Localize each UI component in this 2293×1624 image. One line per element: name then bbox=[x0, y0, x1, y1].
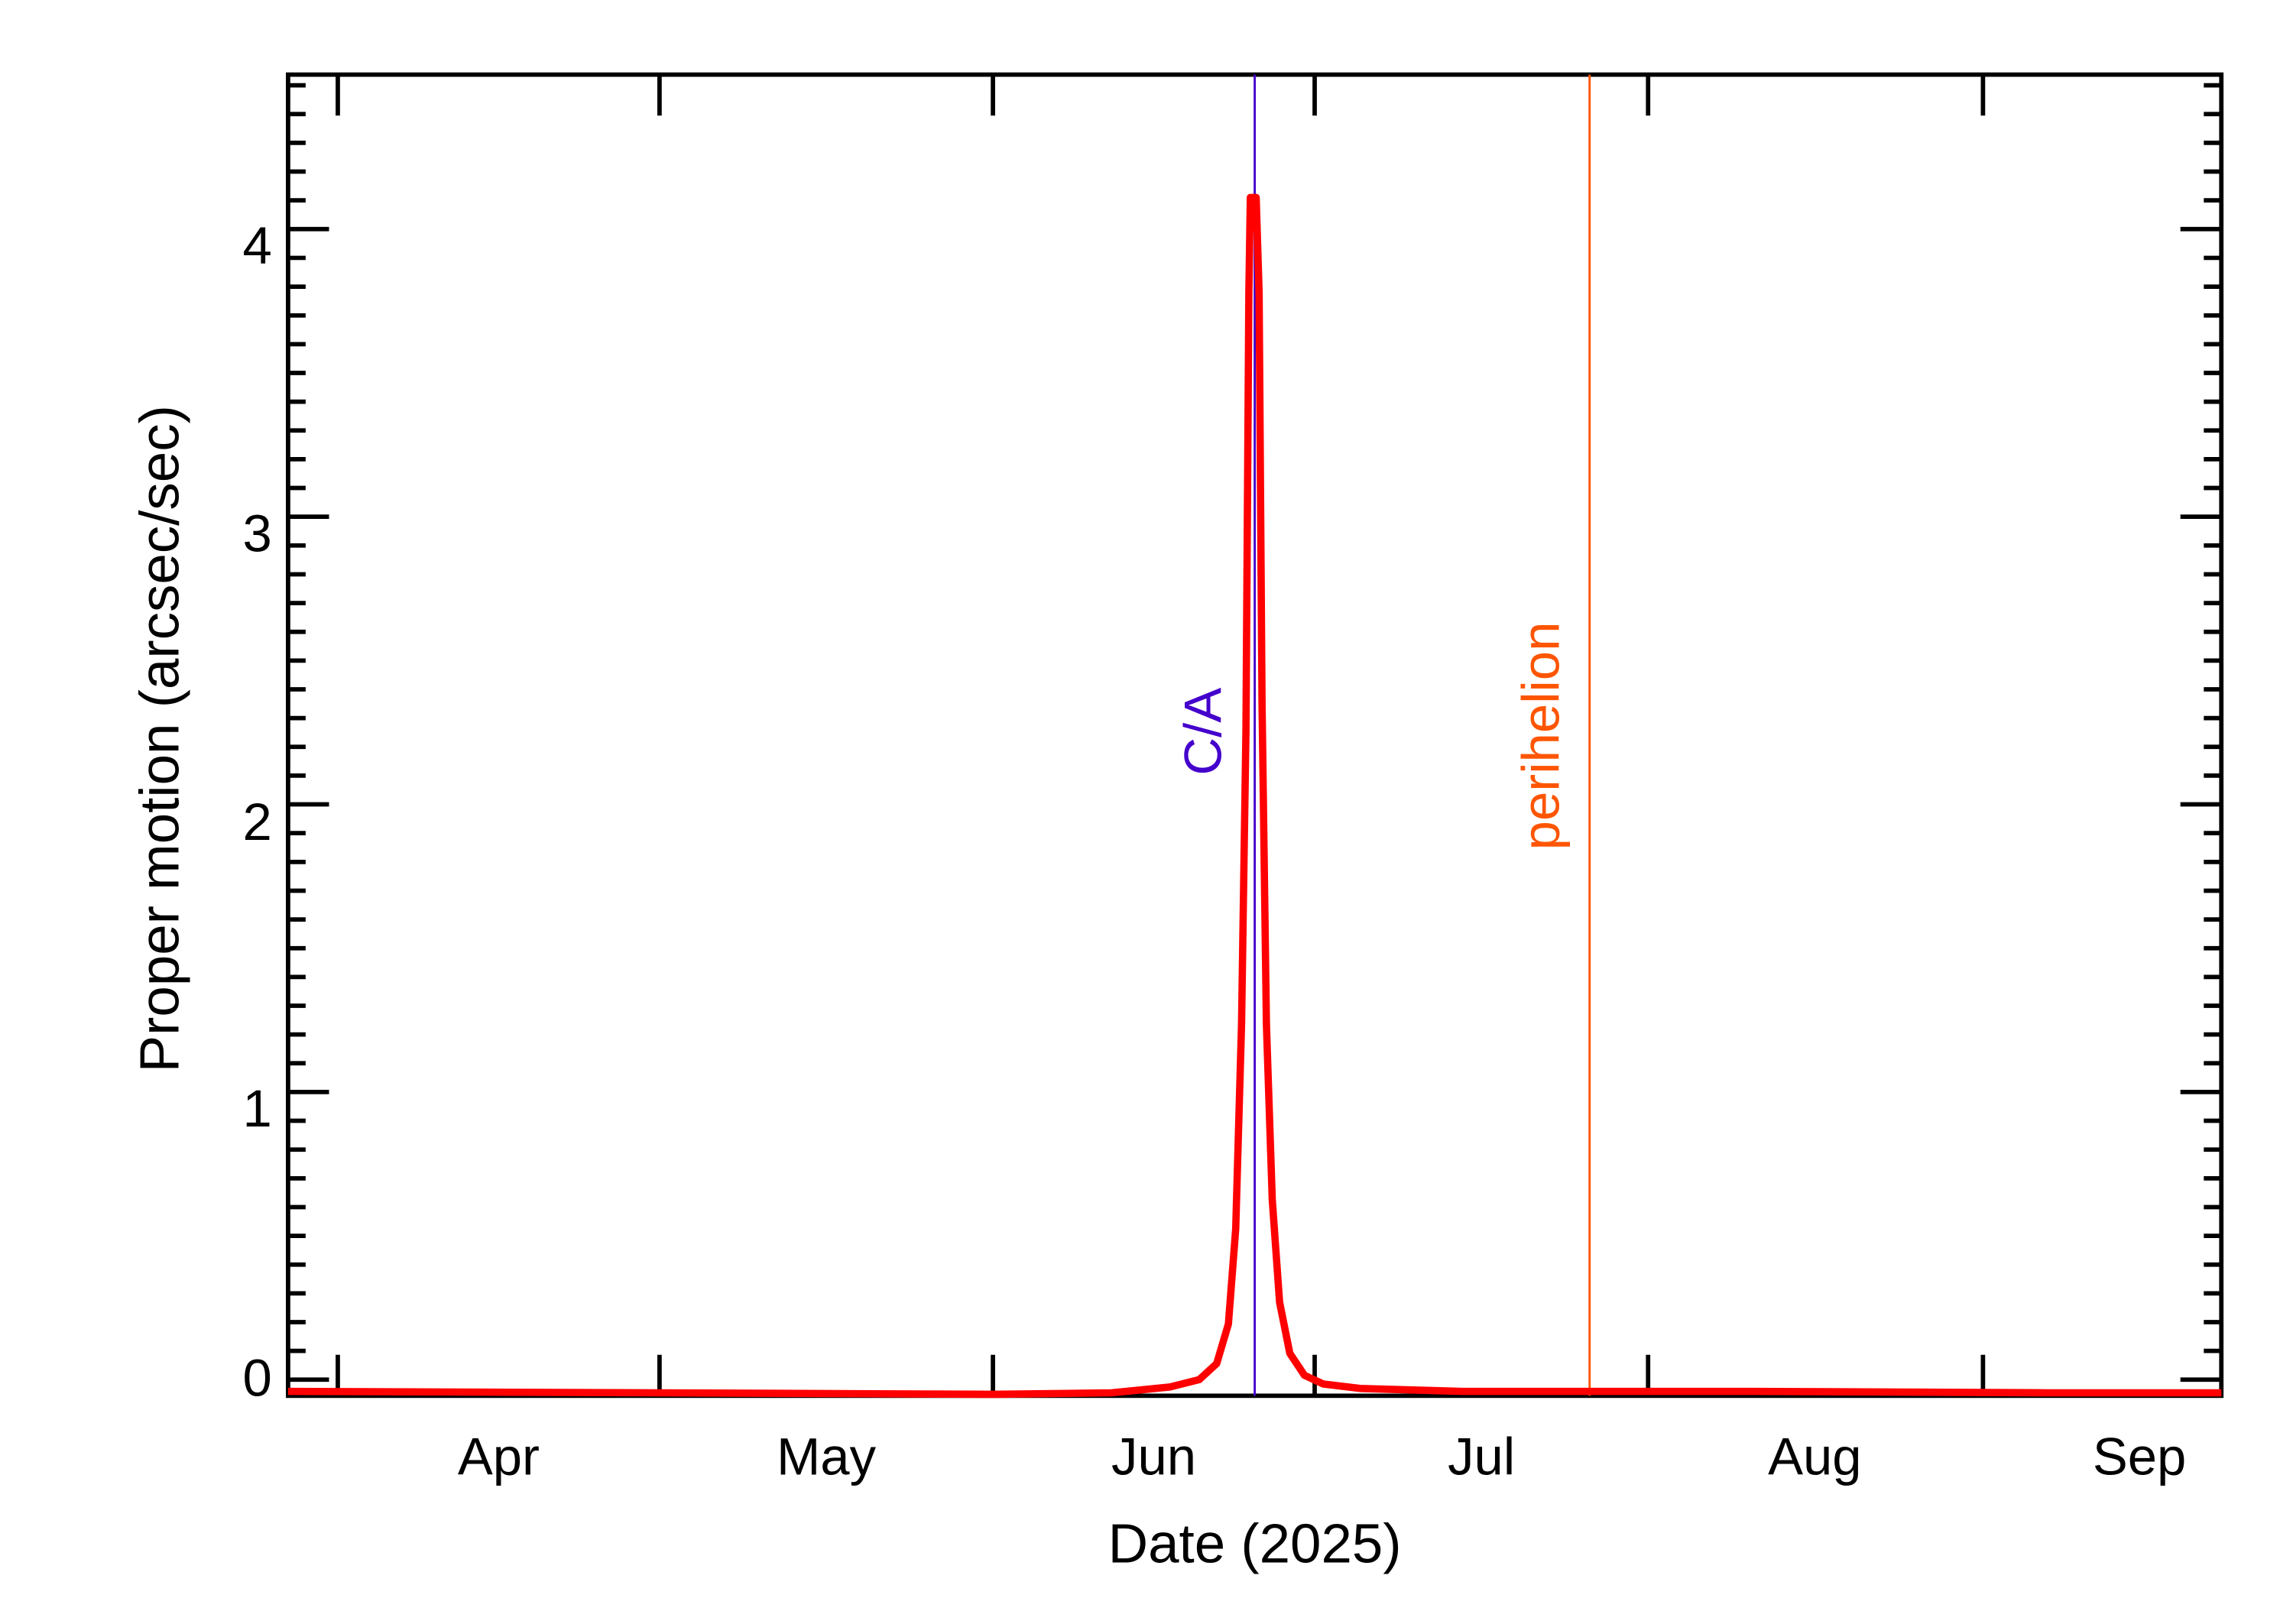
x-tick-label: Jul bbox=[1448, 1428, 1515, 1486]
y-ticks bbox=[287, 83, 2222, 1383]
y-tick-label: 2 bbox=[243, 793, 272, 851]
y-tick-label: 3 bbox=[243, 504, 272, 563]
proper-motion-curve bbox=[287, 193, 2222, 1399]
x-tick-label: Apr bbox=[458, 1428, 540, 1486]
x-major-ticks bbox=[336, 74, 1986, 1396]
y-tick-label: 0 bbox=[243, 1348, 272, 1407]
y-axis-title: Proper motion (arcsec/sec) bbox=[128, 405, 190, 1072]
y-tick-label: 1 bbox=[243, 1079, 272, 1138]
x-axis-title: Date (2025) bbox=[1108, 1513, 1402, 1575]
x-tick-label: May bbox=[777, 1428, 877, 1486]
x-tick-label: Sep bbox=[2093, 1428, 2187, 1486]
x-tick-labels: Apr May Jun Jul Aug Sep bbox=[458, 1428, 2187, 1486]
closest-approach-label: C/A bbox=[1174, 688, 1233, 776]
y-tick-labels: 0 1 2 3 4 bbox=[243, 216, 272, 1408]
perihelion-label: perihelion bbox=[1512, 622, 1571, 851]
y-tick-label: 4 bbox=[243, 216, 272, 275]
x-tick-label: Aug bbox=[1768, 1428, 1862, 1486]
x-tick-label: Jun bbox=[1111, 1428, 1196, 1486]
